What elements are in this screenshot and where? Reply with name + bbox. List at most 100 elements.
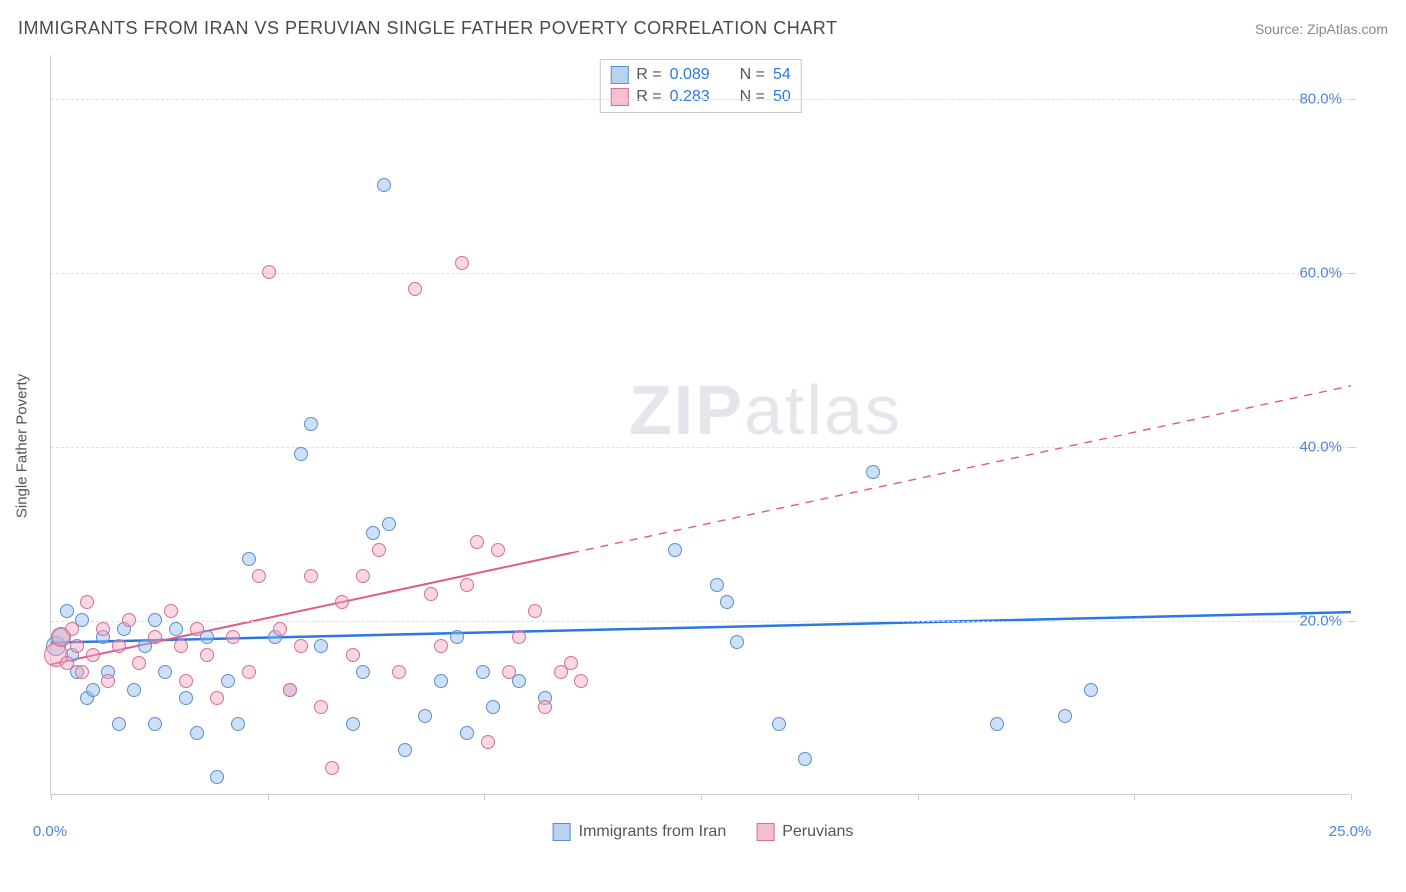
- watermark: ZIPatlas: [629, 370, 902, 450]
- scatter-point-iran: [148, 613, 162, 627]
- scatter-point-peruvian: [273, 622, 287, 636]
- scatter-point-iran: [148, 717, 162, 731]
- x-tick-mark: [918, 794, 919, 800]
- grid-line: [51, 447, 1350, 448]
- scatter-point-iran: [314, 639, 328, 653]
- scatter-point-peruvian: [491, 543, 505, 557]
- scatter-point-iran: [127, 683, 141, 697]
- scatter-point-iran: [86, 683, 100, 697]
- scatter-point-iran: [460, 726, 474, 740]
- stats-r-label: R =: [636, 88, 661, 106]
- scatter-point-peruvian: [80, 595, 94, 609]
- y-axis-title: Single Father Poverty: [14, 374, 31, 518]
- x-tick-mark: [268, 794, 269, 800]
- scatter-point-peruvian: [502, 665, 516, 679]
- scatter-point-peruvian: [372, 543, 386, 557]
- stats-swatch-iran: [610, 66, 628, 84]
- x-tick-label-left: 0.0%: [33, 823, 67, 840]
- scatter-point-iran: [418, 709, 432, 723]
- scatter-point-peruvian: [434, 639, 448, 653]
- scatter-point-peruvian: [325, 761, 339, 775]
- scatter-point-iran: [710, 578, 724, 592]
- grid-line: [51, 99, 1350, 100]
- x-tick-mark: [1351, 794, 1352, 800]
- scatter-point-iran: [242, 552, 256, 566]
- chart-plot-area: ZIPatlas R =0.089N =54R =0.283N =50 20.0…: [50, 55, 1350, 795]
- trend-lines-layer: [51, 55, 1351, 795]
- scatter-point-iran: [434, 674, 448, 688]
- chart-header: IMMIGRANTS FROM IRAN VS PERUVIAN SINGLE …: [18, 18, 1388, 39]
- scatter-point-peruvian: [179, 674, 193, 688]
- stats-r-value-peruvian: 0.283: [670, 88, 722, 106]
- scatter-point-iran: [158, 665, 172, 679]
- legend-label-iran: Immigrants from Iran: [579, 823, 727, 841]
- scatter-point-iran: [398, 743, 412, 757]
- scatter-point-peruvian: [60, 656, 74, 670]
- scatter-point-peruvian: [86, 648, 100, 662]
- scatter-point-peruvian: [210, 691, 224, 705]
- grid-line: [51, 621, 1350, 622]
- scatter-point-peruvian: [174, 639, 188, 653]
- stats-n-label: N =: [740, 88, 765, 106]
- y-tick-label: 40.0%: [1299, 438, 1342, 455]
- scatter-point-peruvian: [564, 656, 578, 670]
- stats-row-peruvian: R = 0.283 N = 50: [610, 86, 790, 108]
- scatter-point-peruvian: [470, 535, 484, 549]
- legend-item-peruvian: Peruvians: [756, 823, 853, 841]
- scatter-point-peruvian: [481, 735, 495, 749]
- trend-line-iran-solid: [51, 612, 1351, 642]
- scatter-point-peruvian: [70, 639, 84, 653]
- scatter-point-peruvian: [252, 569, 266, 583]
- scatter-point-peruvian: [262, 265, 276, 279]
- scatter-point-peruvian: [314, 700, 328, 714]
- scatter-point-iran: [356, 665, 370, 679]
- stats-n-label: N =: [740, 66, 765, 84]
- scatter-point-peruvian: [408, 282, 422, 296]
- scatter-point-peruvian: [356, 569, 370, 583]
- scatter-point-peruvian: [335, 595, 349, 609]
- y-tick-label: 60.0%: [1299, 264, 1342, 281]
- x-tick-mark: [51, 794, 52, 800]
- scatter-point-iran: [382, 517, 396, 531]
- scatter-point-iran: [866, 465, 880, 479]
- scatter-point-peruvian: [538, 700, 552, 714]
- bottom-legend: Immigrants from Iran Peruvians: [553, 819, 854, 844]
- y-tick-label: 80.0%: [1299, 90, 1342, 107]
- scatter-point-iran: [990, 717, 1004, 731]
- grid-line: [51, 273, 1350, 274]
- scatter-point-iran: [190, 726, 204, 740]
- scatter-point-peruvian: [226, 630, 240, 644]
- y-tick-mark: [1350, 99, 1356, 100]
- scatter-point-iran: [377, 178, 391, 192]
- legend-label-peruvian: Peruvians: [782, 823, 853, 841]
- scatter-point-iran: [1058, 709, 1072, 723]
- scatter-point-peruvian: [574, 674, 588, 688]
- stats-row-iran: R =0.089N =54: [610, 64, 790, 86]
- scatter-point-peruvian: [200, 648, 214, 662]
- scatter-point-iran: [668, 543, 682, 557]
- y-tick-mark: [1350, 447, 1356, 448]
- scatter-point-peruvian: [148, 630, 162, 644]
- scatter-point-iran: [486, 700, 500, 714]
- stats-n-value-peruvian: 50: [773, 88, 791, 106]
- scatter-point-iran: [179, 691, 193, 705]
- stats-swatch-peruvian: [610, 88, 628, 106]
- scatter-point-peruvian: [164, 604, 178, 618]
- scatter-point-iran: [476, 665, 490, 679]
- y-tick-mark: [1350, 273, 1356, 274]
- y-tick-label: 20.0%: [1299, 612, 1342, 629]
- scatter-point-iran: [366, 526, 380, 540]
- stats-n-value-iran: 54: [773, 66, 791, 84]
- scatter-point-peruvian: [122, 613, 136, 627]
- scatter-point-iran: [450, 630, 464, 644]
- scatter-point-peruvian: [242, 665, 256, 679]
- scatter-point-iran: [720, 595, 734, 609]
- x-tick-label-right: 25.0%: [1329, 823, 1372, 840]
- scatter-point-peruvian: [75, 665, 89, 679]
- scatter-point-iran: [60, 604, 74, 618]
- scatter-point-iran: [210, 770, 224, 784]
- chart-title: IMMIGRANTS FROM IRAN VS PERUVIAN SINGLE …: [18, 18, 837, 39]
- scatter-point-iran: [231, 717, 245, 731]
- scatter-point-iran: [798, 752, 812, 766]
- scatter-point-peruvian: [512, 630, 526, 644]
